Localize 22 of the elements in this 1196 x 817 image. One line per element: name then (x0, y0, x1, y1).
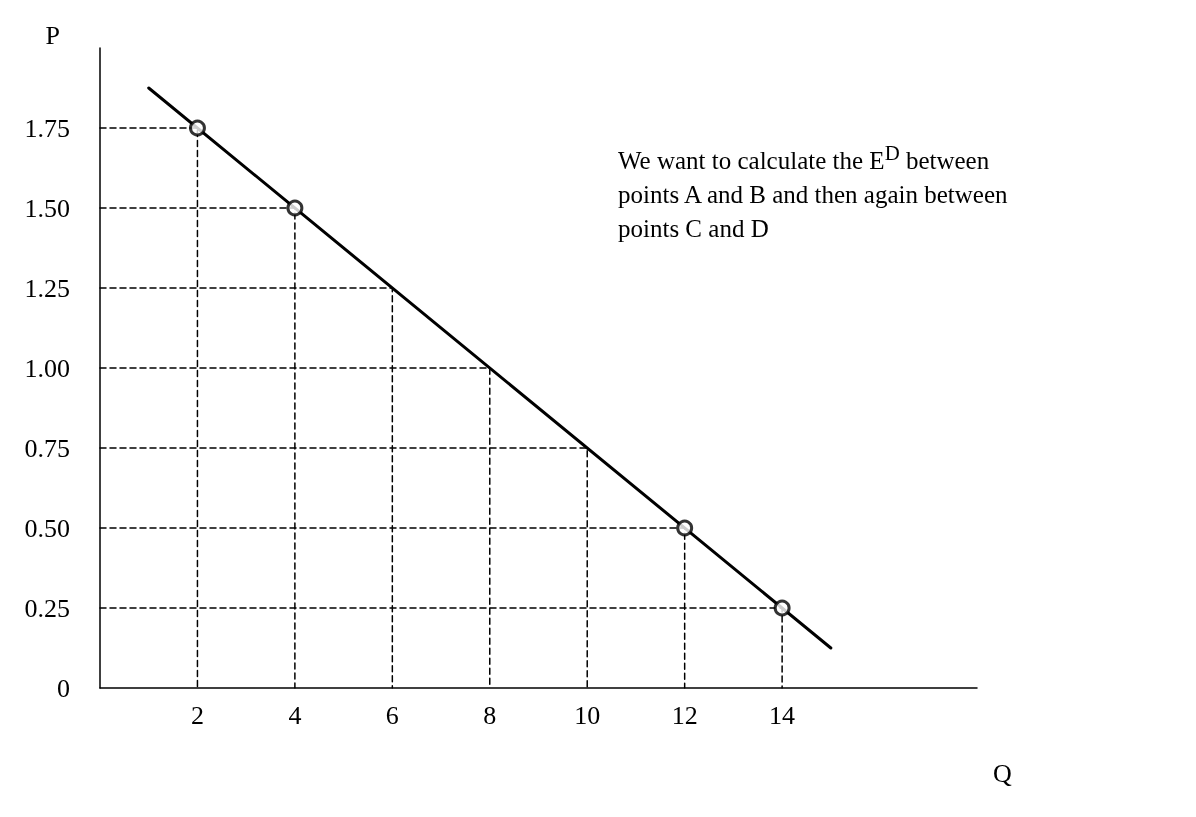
x-tick-label: 10 (574, 700, 601, 730)
y-tick-label: 1.75 (24, 113, 70, 143)
x-axis-title: Q (993, 758, 1012, 788)
y-tick-label: 0.25 (24, 593, 70, 623)
x-tick-label: 8 (483, 700, 497, 730)
point (286, 199, 304, 217)
y-tick-label: 0.50 (24, 513, 70, 543)
x-tick-label: 12 (671, 700, 698, 730)
y-axis-title: P (45, 20, 60, 50)
annotation: We want to calculate the E$^{D}$ between points A and B and then again between points C and D (618, 140, 1009, 245)
x-tick-label: 2 (190, 700, 204, 730)
y-tick-label: 1.00 (24, 353, 70, 383)
y-tick-label: 0 (57, 673, 70, 703)
x-tick-label: 4 (288, 700, 302, 730)
x-tick-label: 14 (769, 700, 796, 730)
point (773, 599, 791, 617)
y-tick-label: 0.75 (24, 433, 70, 463)
y-tick-label: 1.25 (24, 273, 70, 303)
x-tick-label: 6 (385, 700, 399, 730)
y-tick-label: 1.50 (24, 193, 70, 223)
point (188, 119, 206, 137)
point (676, 519, 694, 537)
